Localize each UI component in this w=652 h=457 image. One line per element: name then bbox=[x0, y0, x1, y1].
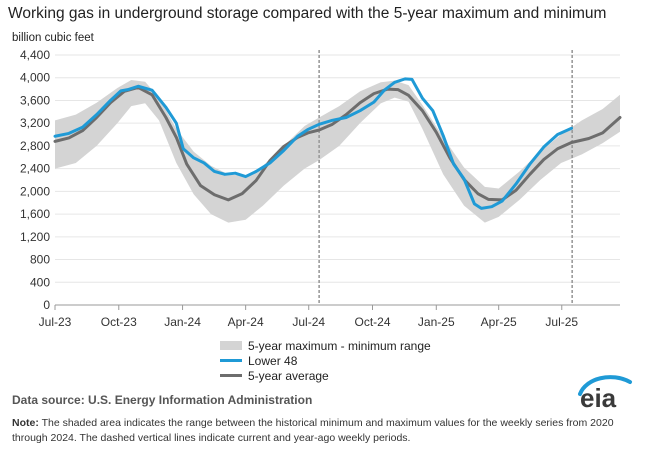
legend: 5-year maximum - minimum range Lower 48 … bbox=[220, 338, 431, 383]
eia-logo: eia bbox=[578, 375, 632, 410]
y-tick-label: 0 bbox=[43, 298, 50, 312]
y-tick-label: 800 bbox=[30, 253, 50, 267]
y-axis-unit-label: billion cubic feet bbox=[12, 32, 94, 44]
dashed-lines-layer bbox=[318, 50, 573, 305]
footnote: Note: The shaded area indicates the rang… bbox=[12, 416, 642, 446]
y-tick-label: 2,800 bbox=[20, 139, 50, 153]
series-lines-layer bbox=[53, 77, 622, 210]
legend-label-lower48: Lower 48 bbox=[248, 353, 298, 368]
x-tick-label: Jan-24 bbox=[164, 315, 201, 329]
x-tick-label: Jan-25 bbox=[418, 315, 455, 329]
y-tick-label: 1,600 bbox=[20, 207, 50, 221]
legend-item-lower48: Lower 48 bbox=[220, 353, 431, 368]
range-band-layer bbox=[55, 80, 620, 223]
y-tick-label: 400 bbox=[30, 275, 50, 289]
legend-swatch-average bbox=[220, 374, 242, 377]
legend-swatch-range bbox=[220, 341, 242, 350]
logo-text: eia bbox=[580, 383, 617, 410]
x-tick-label: Jul-24 bbox=[292, 315, 325, 329]
legend-label-average: 5-year average bbox=[248, 368, 329, 383]
storage-chart: 0 400 800 1,200 1,600 2,000 2,400 2,800 3,200 3,6… bbox=[20, 48, 622, 329]
range-band bbox=[55, 80, 620, 223]
data-source-prefix: Data source: bbox=[12, 393, 85, 407]
y-tick-label: 3,600 bbox=[20, 93, 50, 107]
y-tick-label: 2,400 bbox=[20, 162, 50, 176]
axis-layer: 0 400 800 1,200 1,600 2,000 2,400 2,800 3,200 3,6… bbox=[20, 48, 620, 329]
legend-swatch-lower48 bbox=[220, 359, 242, 362]
data-source-text: U.S. Energy Information Administration bbox=[88, 393, 313, 407]
data-source: Data source: U.S. Energy Information Adm… bbox=[12, 393, 312, 407]
y-tick-label: 4,000 bbox=[20, 71, 50, 85]
x-tick-label: Jul-25 bbox=[545, 315, 578, 329]
legend-item-range: 5-year maximum - minimum range bbox=[220, 338, 431, 353]
y-tick-label: 1,200 bbox=[20, 230, 50, 244]
note-text: The shaded area indicates the range betw… bbox=[12, 417, 614, 444]
x-tick-label: Oct-23 bbox=[101, 315, 137, 329]
y-tick-label: 2,000 bbox=[20, 184, 50, 198]
average-line bbox=[53, 85, 622, 202]
note-label: Note: bbox=[12, 417, 39, 429]
y-tick-label: 4,400 bbox=[20, 48, 50, 62]
legend-label-range: 5-year maximum - minimum range bbox=[248, 338, 431, 353]
lower48-line bbox=[53, 77, 573, 210]
chart-title: Working gas in underground storage compa… bbox=[8, 5, 607, 22]
x-tick-label: Apr-25 bbox=[481, 315, 517, 329]
x-tick-label: Apr-24 bbox=[228, 315, 264, 329]
legend-item-average: 5-year average bbox=[220, 368, 431, 383]
x-tick-label: Oct-24 bbox=[355, 315, 391, 329]
y-tick-label: 3,200 bbox=[20, 116, 50, 130]
x-tick-label: Jul-23 bbox=[39, 315, 72, 329]
